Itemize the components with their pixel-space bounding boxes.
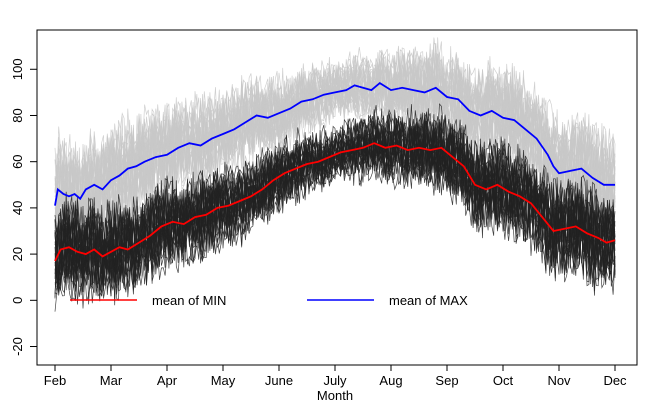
- y-tick-label: -20: [10, 337, 25, 356]
- x-tick-label: June: [265, 373, 293, 388]
- max-trace-line: [54, 50, 616, 244]
- min-trace-line: [54, 114, 616, 296]
- y-tick-label: 0: [10, 297, 25, 304]
- legend-label-min: mean of MIN: [152, 293, 226, 308]
- legend-label-max: mean of MAX: [389, 293, 468, 308]
- min-trace-line: [54, 116, 616, 283]
- y-tick-label: 60: [10, 154, 25, 168]
- y-tick-label: 100: [10, 58, 25, 80]
- x-tick-label: Sep: [435, 373, 458, 388]
- x-tick-label: July: [323, 373, 347, 388]
- x-tick-label: Dec: [603, 373, 627, 388]
- x-tick-label: Feb: [44, 373, 66, 388]
- min-trace-line: [54, 126, 616, 309]
- min-trace-line: [54, 120, 616, 296]
- y-axis: -20 0 20 40 60 80 100: [10, 58, 38, 356]
- x-axis-title: Month: [317, 388, 353, 403]
- mean-lines: [54, 81, 616, 262]
- x-tick-label: Nov: [547, 373, 571, 388]
- max-trace-line: [54, 51, 616, 240]
- x-tick-label: Apr: [157, 373, 178, 388]
- mean-max-line: [54, 81, 615, 206]
- max-trace-line: [54, 50, 616, 238]
- x-axis: Feb Mar Apr May June July Aug Sep Oct Nov Dec: [44, 364, 627, 388]
- x-tick-label: Aug: [379, 373, 402, 388]
- y-tick-label: 20: [10, 247, 25, 261]
- min-trace-line: [54, 111, 616, 295]
- mean-min-line: [54, 142, 616, 262]
- x-tick-label: Mar: [100, 373, 123, 388]
- x-tick-label: Oct: [493, 373, 514, 388]
- grey-max-traces: [54, 37, 616, 261]
- legend: mean of MIN mean of MAX: [70, 293, 468, 308]
- min-trace-line: [54, 118, 616, 302]
- y-tick-label: 40: [10, 201, 25, 215]
- black-min-traces: [54, 103, 616, 312]
- max-trace-line: [54, 57, 616, 240]
- x-tick-label: May: [211, 373, 236, 388]
- y-tick-label: 80: [10, 108, 25, 122]
